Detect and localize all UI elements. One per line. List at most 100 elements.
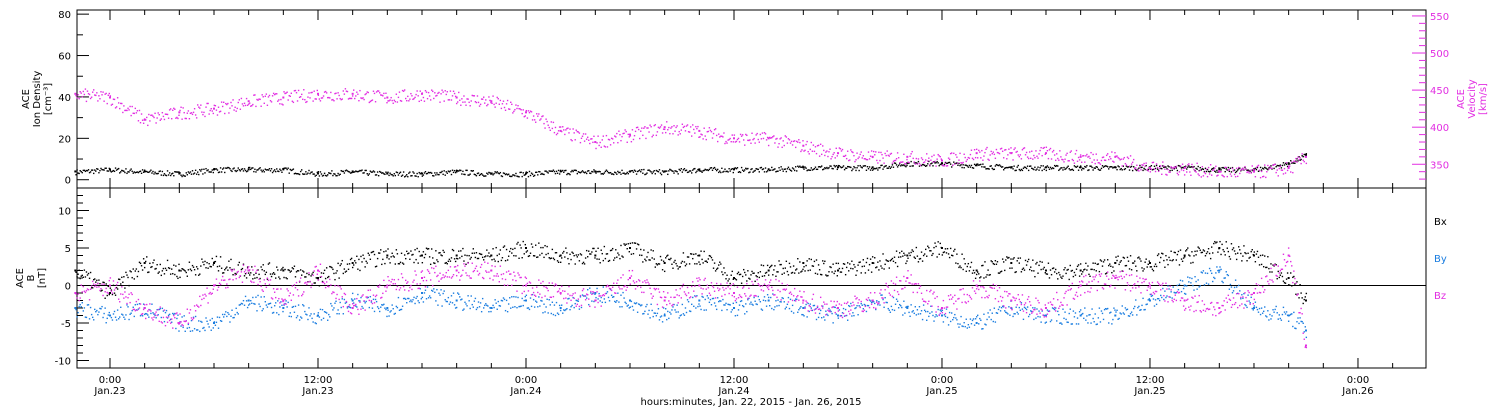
bx-point-dot (171, 268, 173, 270)
by-point-dot (1023, 306, 1026, 309)
bx-point-dot (972, 269, 975, 272)
by-point-dot (791, 304, 794, 307)
by-point-dot (1136, 314, 1138, 316)
density-point-dot (450, 173, 453, 176)
bx-point-dot (811, 265, 814, 267)
velocity-point-dot (581, 135, 584, 137)
by-point-dot (808, 310, 810, 313)
bx-point-dot (1144, 261, 1146, 263)
bx-point-dot (258, 273, 260, 276)
velocity-point-dot (323, 91, 326, 93)
velocity-point-dot (276, 93, 278, 95)
by-point-dot (114, 316, 117, 318)
velocity-point-dot (327, 96, 329, 99)
bx-point-dot (189, 268, 192, 270)
velocity-point (906, 155, 909, 158)
velocity-point-dot (400, 100, 403, 102)
by-point-dot (351, 292, 354, 295)
by-point (1079, 314, 1082, 317)
velocity-tick-label: 500 (1430, 49, 1449, 60)
velocity-point-dot (692, 124, 694, 126)
velocity-point-dot (351, 95, 354, 97)
density-point-dot (822, 168, 824, 171)
density-point-dot (843, 168, 846, 171)
by-point-dot (235, 307, 237, 310)
by-point-dot (723, 304, 725, 306)
bx-point-dot (316, 277, 319, 280)
velocity-point-dot (396, 101, 399, 103)
by-point-dot (915, 314, 918, 316)
velocity-point-dot (1225, 166, 1227, 169)
by-point-dot (339, 301, 341, 304)
bx-point-dot (1129, 255, 1132, 257)
velocity-point-dot (1098, 162, 1101, 164)
by-point-dot (796, 298, 798, 301)
by-point-dot (302, 304, 304, 306)
density-point-dot (694, 167, 696, 170)
bx-point-dot (362, 254, 364, 256)
by-point-dot (713, 302, 716, 304)
velocity-point-dot (704, 135, 706, 137)
density-point-dot (703, 169, 705, 172)
density-point-dot (399, 171, 402, 173)
velocity-point-dot (356, 91, 358, 93)
velocity-point-dot (189, 112, 192, 115)
density-point-dot (603, 172, 606, 174)
by-point-dot (433, 288, 435, 290)
bx-point-dot (1280, 272, 1283, 274)
bx-point-dot (407, 252, 409, 255)
bx-point-dot (524, 243, 527, 246)
time-tick-label: 12:00 (720, 375, 749, 386)
density-point-dot (920, 164, 923, 167)
velocity-point-dot (684, 130, 687, 132)
bx-point-dot (320, 272, 323, 274)
bx-point-dot (1117, 255, 1119, 257)
bx-point-dot (688, 263, 691, 265)
velocity-point-dot (113, 98, 116, 101)
density-point-dot (729, 170, 731, 172)
bx-point-dot (385, 250, 387, 252)
bx-point-dot (964, 263, 966, 265)
by-point-dot (528, 308, 531, 311)
velocity-point-dot (1165, 173, 1167, 176)
velocity-point-dot (298, 96, 301, 99)
velocity-point-dot (474, 100, 477, 103)
density-point-dot (719, 170, 721, 172)
velocity-point-dot (775, 138, 777, 140)
by-point-dot (867, 304, 870, 307)
bx-point-dot (198, 274, 200, 276)
bx-point-dot (151, 265, 153, 268)
bx-point-dot (937, 241, 939, 243)
velocity-point-dot (689, 126, 692, 128)
bx-point-dot (470, 256, 472, 259)
bx-point-dot (1234, 253, 1237, 255)
velocity-point-dot (763, 131, 766, 134)
by-point-dot (888, 309, 890, 311)
bx-point-dot (465, 263, 467, 266)
bx-point-dot (1136, 270, 1138, 272)
by-point-dot (416, 295, 418, 298)
by-point-dot (159, 308, 161, 310)
velocity-point-dot (791, 144, 794, 146)
velocity-point-dot (858, 156, 860, 158)
density-point-dot (386, 173, 388, 175)
density-point-dot (585, 172, 588, 175)
bx-point-dot (188, 261, 191, 263)
velocity-point-dot (187, 110, 190, 112)
bx-point-dot (538, 242, 540, 244)
velocity-point-dot (695, 125, 697, 128)
by-point-dot (749, 303, 751, 305)
bx-point-dot (582, 261, 585, 264)
velocity-point-dot (554, 126, 557, 129)
density-point-dot (479, 173, 482, 176)
bx-point-dot (330, 266, 332, 268)
velocity-point-dot (849, 159, 851, 161)
velocity-point-dot (297, 89, 300, 92)
velocity-point-dot (489, 99, 491, 102)
bx-point-dot (849, 263, 851, 265)
density-point-dot (507, 173, 510, 175)
density-point-dot (431, 172, 433, 174)
velocity-point-dot (1137, 169, 1139, 171)
density-point-dot (751, 168, 753, 170)
velocity-point-dot (194, 114, 197, 116)
